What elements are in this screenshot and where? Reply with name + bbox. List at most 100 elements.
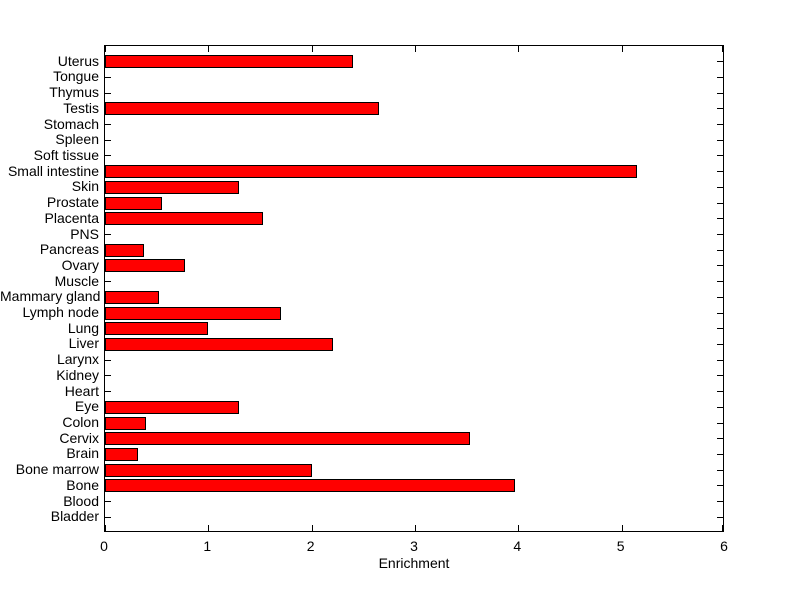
y-tick-label-small-intestine: Small intestine xyxy=(7,162,99,179)
bar-ovary xyxy=(105,259,185,273)
bar-prostate xyxy=(105,196,162,210)
y-tick-right-soft-tissue xyxy=(717,155,723,157)
y-tick-label-prostate: Prostate xyxy=(46,194,99,211)
y-tick-right-uterus xyxy=(717,61,723,63)
y-tick-right-spleen xyxy=(717,139,723,141)
y-tick-label-ovary: Ovary xyxy=(61,256,99,273)
y-tick-label-mammary-gland: Mammary gland xyxy=(0,288,101,305)
y-tick-label-skin: Skin xyxy=(71,178,99,195)
y-tick-label-brain: Brain xyxy=(66,445,99,462)
x-tick-top-1 xyxy=(208,46,210,52)
x-tick-bottom-5 xyxy=(621,525,623,531)
y-tick-right-thymus xyxy=(717,92,723,94)
y-tick-right-blood xyxy=(717,501,723,503)
bar-lymph-node xyxy=(105,306,281,320)
y-tick-left-heart xyxy=(105,391,111,393)
x-tick-bottom-3 xyxy=(415,525,416,531)
y-tick-label-muscle: Muscle xyxy=(54,272,99,289)
x-tick-label-5: 5 xyxy=(616,538,625,554)
y-tick-right-stomach xyxy=(717,124,723,126)
y-tick-right-lymph-node xyxy=(717,312,723,314)
y-tick-right-pns xyxy=(717,234,723,236)
y-tick-right-mammary-gland xyxy=(717,296,723,298)
y-tick-right-pancreas xyxy=(717,249,723,251)
y-tick-label-testis: Testis xyxy=(63,99,99,116)
y-tick-label-lung: Lung xyxy=(67,319,99,336)
y-tick-right-colon xyxy=(717,422,723,424)
y-tick-left-stomach xyxy=(105,124,111,126)
plot-area xyxy=(104,45,724,532)
y-tick-label-larynx: Larynx xyxy=(56,351,99,368)
y-tick-right-testis xyxy=(717,108,723,110)
y-tick-right-liver xyxy=(717,343,723,345)
bar-liver xyxy=(105,337,334,351)
y-tick-label-spleen: Spleen xyxy=(55,131,99,148)
y-tick-right-kidney xyxy=(717,375,723,377)
y-tick-right-tongue xyxy=(717,76,723,78)
y-tick-right-brain xyxy=(717,453,723,455)
y-tick-right-bone xyxy=(717,485,723,487)
y-tick-left-soft-tissue xyxy=(105,155,111,157)
x-tick-label-2: 2 xyxy=(306,538,315,554)
x-tick-top-6 xyxy=(722,46,723,52)
y-tick-right-ovary xyxy=(717,265,723,267)
y-tick-label-liver: Liver xyxy=(68,335,99,352)
y-tick-label-soft-tissue: Soft tissue xyxy=(33,146,99,163)
x-tick-label-0: 0 xyxy=(100,538,108,554)
y-tick-left-thymus xyxy=(105,92,111,94)
bar-uterus xyxy=(105,55,353,69)
bar-colon xyxy=(105,416,147,430)
y-tick-left-pns xyxy=(105,234,111,236)
x-tick-label-6: 6 xyxy=(720,538,728,554)
x-tick-top-4 xyxy=(518,46,520,52)
x-tick-bottom-6 xyxy=(722,525,723,531)
y-tick-label-cervix: Cervix xyxy=(59,429,99,446)
x-tick-bottom-0 xyxy=(105,525,106,531)
y-tick-right-bone-marrow xyxy=(717,469,723,471)
x-tick-label-4: 4 xyxy=(513,538,522,554)
y-tick-label-tongue: Tongue xyxy=(53,68,99,85)
y-tick-left-muscle xyxy=(105,281,111,283)
y-tick-right-small-intestine xyxy=(717,171,723,173)
y-tick-left-kidney xyxy=(105,375,111,377)
y-tick-label-lymph-node: Lymph node xyxy=(22,304,99,321)
y-tick-right-cervix xyxy=(717,438,723,440)
x-tick-bottom-1 xyxy=(208,525,210,531)
y-tick-label-bladder: Bladder xyxy=(50,508,99,525)
y-tick-left-bladder xyxy=(105,516,111,518)
y-tick-label-colon: Colon xyxy=(62,414,99,431)
y-tick-left-larynx xyxy=(105,359,111,361)
y-tick-right-skin xyxy=(717,186,723,188)
bar-eye xyxy=(105,400,240,414)
y-tick-left-spleen xyxy=(105,139,111,141)
x-tick-bottom-4 xyxy=(518,525,520,531)
bar-brain xyxy=(105,447,139,461)
x-tick-label-3: 3 xyxy=(410,538,418,554)
bar-testis xyxy=(105,102,379,116)
y-tick-right-muscle xyxy=(717,281,723,283)
y-tick-label-bone-marrow: Bone marrow xyxy=(15,461,99,478)
y-tick-label-bone: Bone xyxy=(66,476,99,493)
y-tick-label-stomach: Stomach xyxy=(43,115,99,132)
bar-skin xyxy=(105,180,240,194)
y-tick-label-uterus: Uterus xyxy=(57,52,99,69)
y-tick-right-prostate xyxy=(717,202,723,204)
bar-pancreas xyxy=(105,243,145,257)
y-tick-right-bladder xyxy=(717,516,723,518)
x-tick-top-5 xyxy=(621,46,623,52)
y-tick-label-pns: PNS xyxy=(70,225,99,242)
y-tick-label-heart: Heart xyxy=(64,382,99,399)
bar-bone-marrow xyxy=(105,463,312,477)
x-tick-bottom-2 xyxy=(311,525,313,531)
x-tick-top-0 xyxy=(105,46,106,52)
bar-lung xyxy=(105,322,209,336)
y-tick-right-larynx xyxy=(717,359,723,361)
y-tick-label-eye: Eye xyxy=(74,398,99,415)
y-tick-right-placenta xyxy=(717,218,723,220)
bar-cervix xyxy=(105,432,470,446)
y-tick-label-kidney: Kidney xyxy=(56,366,99,383)
bar-small-intestine xyxy=(105,165,638,179)
x-tick-label-1: 1 xyxy=(203,538,212,554)
y-tick-label-placenta: Placenta xyxy=(44,209,99,226)
y-tick-left-blood xyxy=(105,501,111,503)
